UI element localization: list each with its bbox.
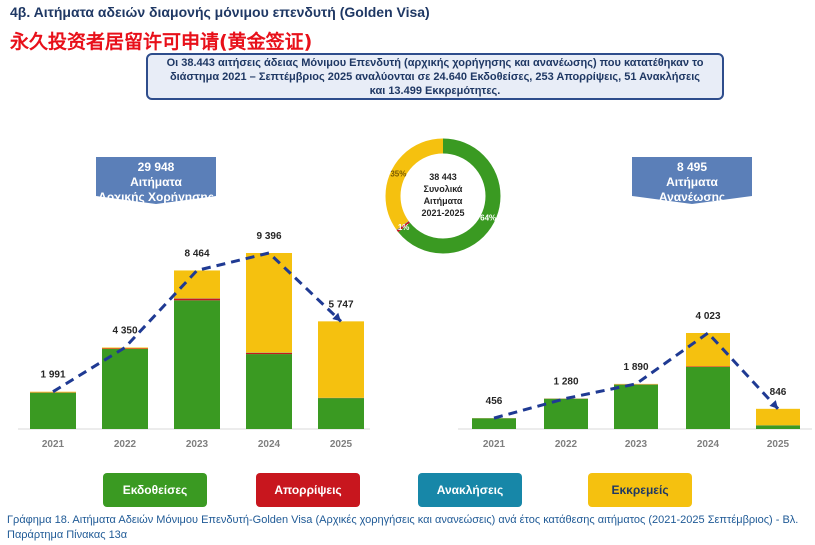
- initial-tick-2025: 2025: [330, 439, 353, 450]
- initial-callout-total: 29 948: [137, 160, 175, 174]
- initial-callout-shape: [96, 157, 216, 204]
- renewal-bar-2021-seg-0: [472, 418, 516, 429]
- initial-total-label-2024: 9 396: [256, 231, 281, 242]
- initial-total-label-2023: 8 464: [184, 248, 209, 259]
- legend-pending: Εκκρεμείς: [588, 473, 692, 507]
- renewal-total-label-2021: 456: [486, 396, 503, 407]
- initial-tick-2022: 2022: [114, 439, 137, 450]
- initial-callout-label1: Αιτήματα: [130, 175, 182, 189]
- initial-total-label-2022: 4 350: [112, 326, 137, 337]
- renewal-callout: 8 495 Αιτήματα Ανανέωσης: [632, 160, 752, 205]
- renewal-callout-label2: Ανανέωσης: [658, 190, 726, 204]
- initial-tick-2021: 2021: [42, 439, 65, 450]
- renewal-tick-2022: 2022: [555, 439, 578, 450]
- donut-center-label-3: 2021-2025: [421, 208, 464, 218]
- donut-background: [384, 137, 502, 255]
- initial-total-label-2021: 1 991: [40, 370, 65, 381]
- legend-revoked: Ανακλήσεις: [418, 473, 522, 507]
- renewal-total-label-2023: 1 890: [623, 362, 648, 373]
- chinese-title: 永久投资者居留许可申请(黄金签证): [10, 31, 313, 53]
- initial-callout: 29 948 Αιτήματα Αρχικής Χορήγησης: [96, 160, 216, 205]
- renewal-tick-2023: 2023: [625, 439, 648, 450]
- legend-issued: Εκδοθείσες: [103, 473, 207, 507]
- renewal-tick-2021: 2021: [483, 439, 506, 450]
- initial-bar-2022-seg-0: [102, 349, 148, 429]
- summary-box: Οι 38.443 αιτήσεις άδειας Μόνιμου Επενδυ…: [146, 53, 724, 100]
- renewal-total-label-2024: 4 023: [695, 311, 720, 322]
- initial-trend-arrow: [332, 312, 341, 322]
- initial-bar-2024-seg-0: [246, 354, 292, 429]
- donut-center-label-0: 38 443: [429, 172, 457, 182]
- initial-tick-2024: 2024: [258, 439, 281, 450]
- page-title: 4β. Αιτήματα αδειών διαμονής μόνιμου επε…: [10, 4, 430, 20]
- donut-percent-label-1: 1%: [398, 223, 410, 232]
- renewal-callout-total: 8 495: [676, 160, 708, 174]
- donut-percent-label-3: 35%: [390, 169, 406, 178]
- renewal-bar-2023-seg-0: [614, 384, 658, 429]
- initial-bar-2021-seg-0: [30, 392, 76, 429]
- renewal-trend-line: [493, 331, 780, 420]
- legend-rejected-label: Απορρίψεις: [274, 483, 342, 497]
- initial-bar-2023-seg-3: [174, 270, 220, 299]
- donut-center-label-2: Αιτήματα: [424, 196, 463, 206]
- initial-tick-2023: 2023: [186, 439, 209, 450]
- initial-callout-label2: Αρχικής Χορήγησης: [98, 190, 214, 204]
- initial-bar-2023-seg-1: [174, 298, 220, 301]
- initial-bar-2022-seg-3: [102, 347, 148, 349]
- initial-bar-2021-seg-3: [30, 391, 76, 393]
- charts-canvas: 2021 2022 2023 2024 2025 1 991 4 350 8 464 9 396…: [18, 137, 812, 450]
- donut-center-label-1: Συνολικά: [424, 184, 463, 194]
- summary-text: Οι 38.443 αιτήσεις άδειας Μόνιμου Επενδυ…: [166, 56, 704, 97]
- initial-total-label-2025: 5 747: [328, 299, 353, 310]
- renewal-tick-2025: 2025: [767, 439, 790, 450]
- renewal-callout-shape: [632, 157, 752, 204]
- renewal-trend-arrow: [769, 400, 778, 409]
- legend-issued-label: Εκδοθείσες: [122, 483, 188, 497]
- figure-caption: Γράφημα 18. Αιτήματα Αδειών Μόνιμου Επεν…: [7, 514, 799, 541]
- renewal-bar-2024-seg-0: [686, 366, 730, 429]
- renewal-total-label-2025: 846: [770, 387, 787, 398]
- legend-revoked-label: Ανακλήσεις: [436, 483, 504, 497]
- renewal-total-label-2022: 1 280: [553, 376, 578, 387]
- donut-slice-3: [385, 138, 501, 254]
- renewal-bar-2025-seg-3: [756, 408, 800, 426]
- initial-bar-2025-seg-3: [318, 321, 364, 398]
- initial-bar-2025-seg-0: [318, 398, 364, 429]
- renewal-bar-2022-seg-0: [544, 398, 588, 429]
- initial-bar-2023-seg-0: [174, 300, 220, 429]
- initial-bar-2024-seg-1: [246, 352, 292, 355]
- renewal-callout-label1: Αιτήματα: [666, 175, 718, 189]
- renewal-bar-2025-seg-0: [756, 425, 800, 429]
- donut-percent-label-0: 64%: [480, 213, 496, 222]
- renewal-tick-2024: 2024: [697, 439, 720, 450]
- legend-rejected: Απορρίψεις: [256, 473, 360, 507]
- legend-pending-label: Εκκρεμείς: [611, 483, 669, 497]
